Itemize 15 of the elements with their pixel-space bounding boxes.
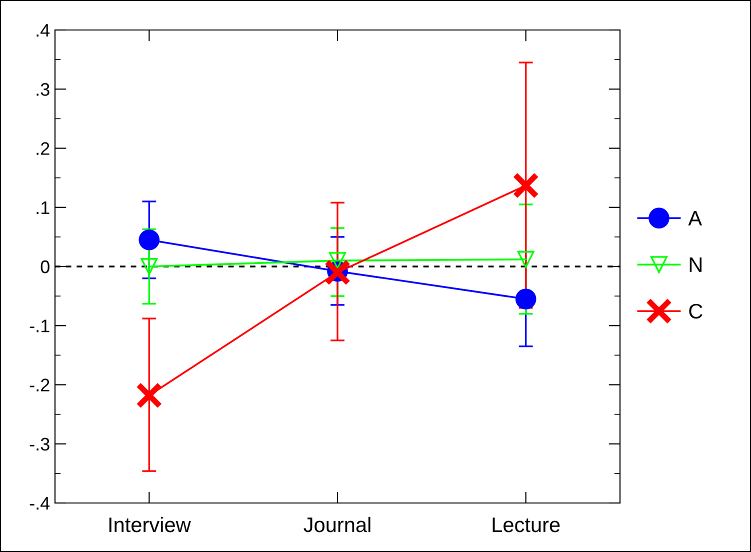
y-tick-label: -.1 — [30, 320, 50, 332]
x-tick-label: Interview — [109, 516, 191, 532]
y-tick-label: .2 — [36, 142, 50, 155]
y-tick-label: .3 — [36, 83, 50, 96]
y-tick-label: -.3 — [30, 438, 50, 451]
y-tick-label: .4 — [36, 24, 50, 37]
x-tick-label: Journal — [304, 516, 370, 532]
y-tick-label: 0 — [40, 260, 50, 274]
x-tick-label: Lecture — [492, 518, 560, 532]
y-tick-label: -.2 — [30, 378, 50, 392]
y-tick-label: -.4 — [30, 497, 50, 510]
legend-label: C — [689, 304, 702, 319]
legend-label: A — [688, 211, 702, 226]
y-tick-label: .1 — [36, 201, 50, 214]
legend-label: N — [690, 258, 702, 272]
